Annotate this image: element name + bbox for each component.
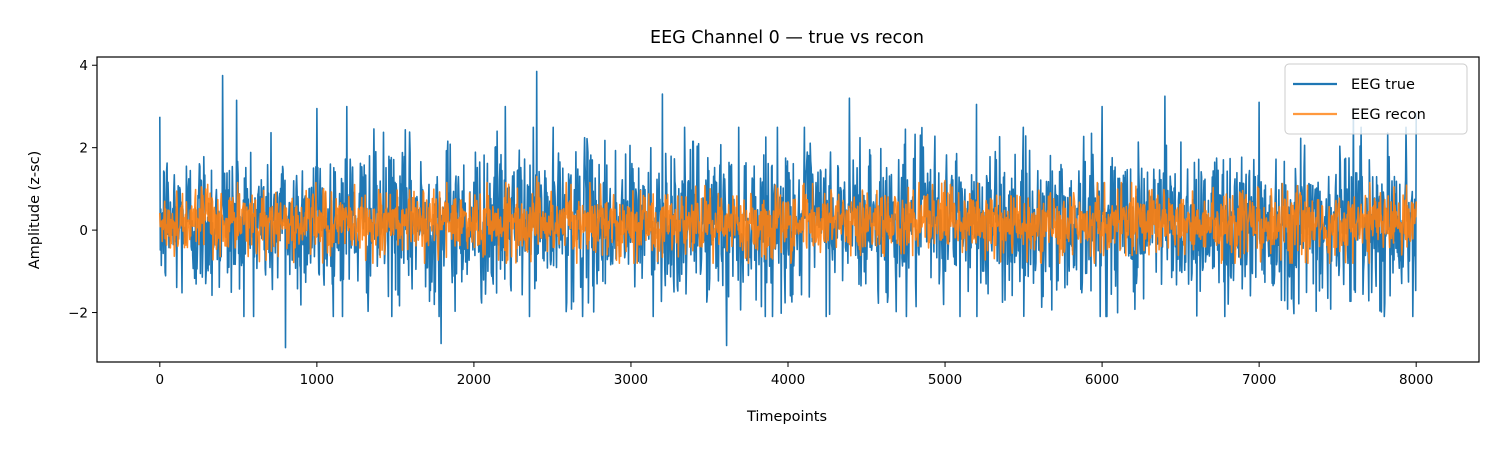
y-axis: −2 0 2 4 (68, 58, 97, 322)
x-tick-label: 6000 (1085, 372, 1119, 388)
x-tick-label: 2000 (457, 372, 491, 388)
y-tick-label: 2 (79, 141, 88, 157)
x-tick-label: 7000 (1242, 372, 1276, 388)
x-tick-label: 5000 (928, 372, 962, 388)
x-axis: 0 1000 2000 3000 4000 5000 6000 7000 8000 (156, 362, 1433, 388)
y-tick-label: 0 (79, 223, 88, 239)
x-tick-label: 3000 (614, 372, 648, 388)
plot-area (96, 56, 1480, 363)
x-axis-label: Timepoints (746, 409, 827, 425)
x-tick-label: 8000 (1399, 372, 1433, 388)
series-line-eeg-recon (159, 175, 1417, 264)
series-layer (159, 70, 1417, 349)
y-axis-label: Amplitude (z-sc) (27, 151, 43, 270)
chart-title: EEG Channel 0 — true vs recon (650, 28, 924, 48)
x-tick-label: 0 (156, 372, 165, 388)
series-line-eeg-true (159, 70, 1417, 349)
y-tick-label: 4 (79, 58, 88, 74)
x-tick-label: 4000 (771, 372, 805, 388)
legend-label-eeg-true: EEG true (1351, 77, 1415, 93)
legend-box (1284, 63, 1468, 135)
y-tick-label: −2 (68, 306, 88, 322)
legend-label-eeg-recon: EEG recon (1351, 107, 1426, 123)
x-tick-label: 1000 (300, 372, 334, 388)
legend: EEG true EEG recon (1284, 63, 1468, 135)
